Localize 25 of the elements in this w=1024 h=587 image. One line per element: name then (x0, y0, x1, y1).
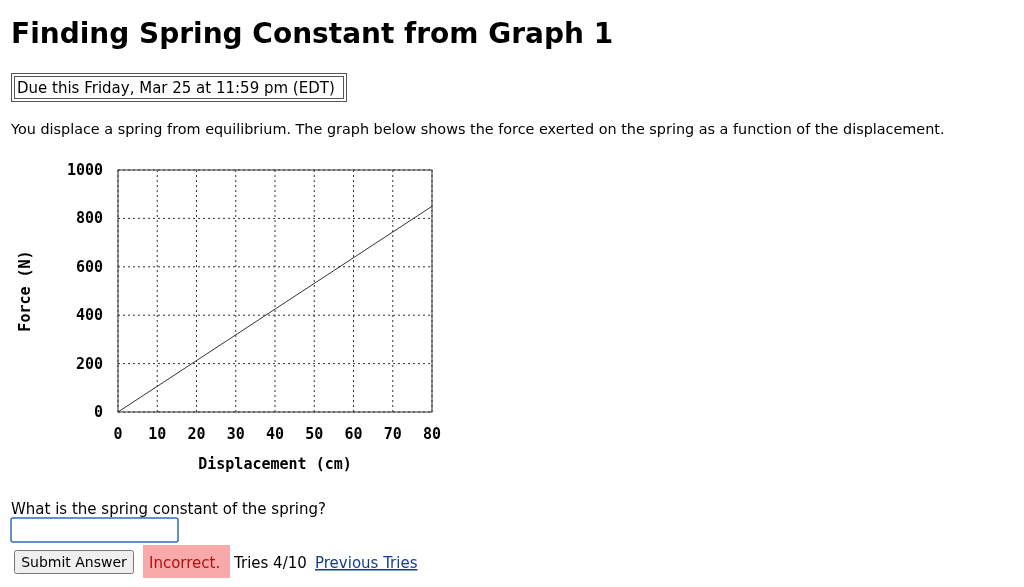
x-tick-label: 20 (187, 425, 206, 443)
text: Due this Friday, Mar 25 at 11:59 pm (EDT) (17, 79, 335, 97)
y-tick-label: 1000 (66, 161, 103, 179)
x-tick-label: 70 (383, 425, 402, 443)
x-tick-label: 0 (113, 425, 123, 443)
y-tick-label: 800 (75, 209, 103, 228)
y-tick-label: 600 (75, 257, 103, 276)
x-tick-label: 30 (226, 425, 245, 443)
x-tick-label: 60 (344, 425, 363, 443)
x-tick-label: 80 (422, 425, 442, 443)
chart-title: Finding Spring Constant from Graph 1 (11, 17, 614, 50)
x-tick-label: 50 (305, 425, 324, 443)
x-axis-title: Displacement (cm) (198, 455, 352, 473)
text: You displace a spring from equilibrium. The graph below shows the force exerted on the spring as a function of the displacement. (10, 121, 945, 137)
y-tick-label: 200 (75, 354, 103, 373)
text: Tries 4/10 (233, 554, 307, 572)
y-tick-label: 400 (75, 306, 103, 325)
x-tick-label: 40 (265, 425, 285, 443)
text: Previous Tries (315, 554, 418, 572)
text: Incorrect. (149, 554, 221, 572)
y-axis-title: Force (N) (16, 250, 34, 332)
x-tick-label: 10 (148, 425, 167, 443)
y-tick-label: 0 (93, 403, 103, 421)
text: Submit Answer (21, 554, 128, 570)
text: What is the spring constant of the spring? (11, 500, 327, 518)
